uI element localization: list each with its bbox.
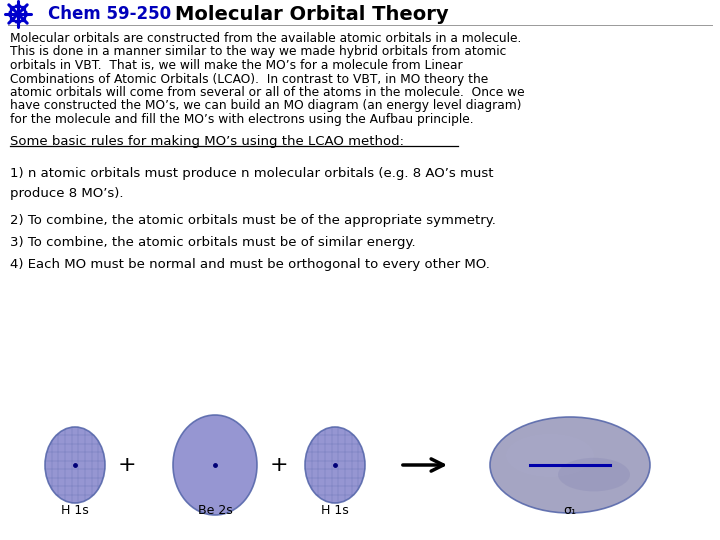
Text: Some basic rules for making MO’s using the LCAO method:: Some basic rules for making MO’s using t…: [10, 134, 404, 147]
Text: 2) To combine, the atomic orbitals must be of the appropriate symmetry.: 2) To combine, the atomic orbitals must …: [10, 214, 496, 227]
Text: +: +: [117, 455, 136, 475]
Ellipse shape: [490, 417, 650, 513]
Ellipse shape: [558, 458, 630, 491]
Text: Be 2s: Be 2s: [197, 503, 233, 516]
Text: σ₁: σ₁: [564, 503, 577, 516]
Ellipse shape: [173, 415, 257, 515]
Text: for the molecule and fill the MO’s with electrons using the Aufbau principle.: for the molecule and fill the MO’s with …: [10, 113, 474, 126]
Text: This is done in a manner similar to the way we made hybrid orbitals from atomic: This is done in a manner similar to the …: [10, 45, 506, 58]
Text: +: +: [270, 455, 288, 475]
Text: Combinations of Atomic Orbitals (LCAO).  In contrast to VBT, in MO theory the: Combinations of Atomic Orbitals (LCAO). …: [10, 72, 488, 85]
Text: 4) Each MO must be normal and must be orthogonal to every other MO.: 4) Each MO must be normal and must be or…: [10, 258, 490, 271]
Ellipse shape: [45, 427, 105, 503]
Text: atomic orbitals will come from several or all of the atoms in the molecule.  Onc: atomic orbitals will come from several o…: [10, 86, 525, 99]
Text: H 1s: H 1s: [321, 503, 349, 516]
Ellipse shape: [305, 427, 365, 503]
Text: Chem 59-250: Chem 59-250: [48, 5, 171, 23]
Text: 1) n atomic orbitals must produce n molecular orbitals (e.g. 8 AO’s must: 1) n atomic orbitals must produce n mole…: [10, 167, 493, 180]
Ellipse shape: [506, 434, 594, 477]
Text: H 1s: H 1s: [61, 503, 89, 516]
Text: 3) To combine, the atomic orbitals must be of similar energy.: 3) To combine, the atomic orbitals must …: [10, 235, 415, 249]
Text: produce 8 MO’s).: produce 8 MO’s).: [10, 187, 124, 200]
Text: have constructed the MO’s, we can build an MO diagram (an energy level diagram): have constructed the MO’s, we can build …: [10, 99, 521, 112]
Text: Molecular orbitals are constructed from the available atomic orbitals in a molec: Molecular orbitals are constructed from …: [10, 32, 521, 45]
Text: orbitals in VBT.  That is, we will make the MO’s for a molecule from Linear: orbitals in VBT. That is, we will make t…: [10, 59, 463, 72]
Text: Molecular Orbital Theory: Molecular Orbital Theory: [175, 4, 449, 24]
